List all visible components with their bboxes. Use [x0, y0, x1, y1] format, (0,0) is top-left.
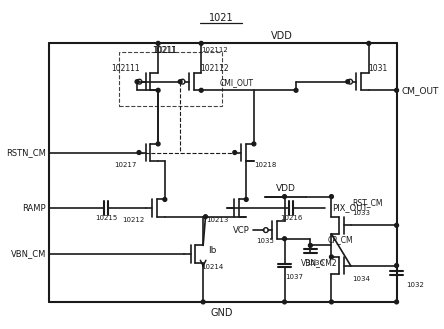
Text: 1035: 1035	[257, 238, 274, 244]
Text: 10215: 10215	[95, 215, 118, 221]
Text: PIX_OUT: PIX_OUT	[333, 204, 368, 213]
Text: 1034: 1034	[353, 276, 370, 282]
Text: 10212: 10212	[122, 216, 144, 222]
Text: VDD: VDD	[271, 31, 293, 41]
Circle shape	[178, 80, 182, 84]
Circle shape	[233, 151, 237, 154]
Text: GND: GND	[210, 308, 233, 318]
Circle shape	[395, 223, 398, 227]
Text: CMI_OUT: CMI_OUT	[220, 78, 254, 87]
Circle shape	[283, 195, 286, 198]
Circle shape	[244, 197, 248, 201]
Circle shape	[204, 215, 207, 218]
Text: 1036: 1036	[306, 260, 324, 266]
Circle shape	[156, 41, 160, 45]
Text: 10218: 10218	[254, 162, 277, 168]
Circle shape	[201, 300, 205, 304]
Text: 1021: 1021	[209, 13, 234, 23]
Circle shape	[329, 300, 333, 304]
Text: 10216: 10216	[280, 215, 302, 221]
Text: CP_CM: CP_CM	[328, 235, 353, 244]
Circle shape	[395, 300, 398, 304]
Text: 10217: 10217	[115, 162, 137, 168]
Text: RAMP: RAMP	[23, 204, 46, 213]
Circle shape	[329, 255, 333, 259]
Text: 1037: 1037	[285, 274, 303, 280]
Text: 1031: 1031	[368, 64, 387, 73]
Text: VBN_CM2: VBN_CM2	[301, 258, 337, 267]
Circle shape	[367, 41, 371, 45]
Circle shape	[395, 89, 398, 92]
Circle shape	[137, 151, 141, 154]
Circle shape	[346, 80, 349, 84]
Text: 102112: 102112	[200, 64, 229, 73]
Circle shape	[156, 89, 160, 92]
Circle shape	[309, 243, 312, 247]
Circle shape	[156, 142, 160, 146]
Text: VDD: VDD	[276, 185, 295, 193]
Text: 1032: 1032	[406, 282, 424, 288]
Text: Ib: Ib	[209, 246, 217, 255]
Text: VBN_CM: VBN_CM	[11, 249, 46, 259]
Circle shape	[252, 142, 256, 146]
Bar	[119, 52, 222, 106]
Circle shape	[283, 237, 286, 240]
Text: 102112: 102112	[201, 47, 228, 53]
Text: RSTN_CM: RSTN_CM	[6, 148, 46, 157]
Circle shape	[395, 264, 398, 267]
Text: 10213: 10213	[206, 216, 229, 222]
Text: 10211: 10211	[153, 45, 177, 55]
Text: 1033: 1033	[353, 210, 370, 216]
Text: 102111: 102111	[111, 64, 140, 73]
Circle shape	[135, 80, 139, 84]
Text: VCP: VCP	[233, 226, 250, 235]
Text: 10214: 10214	[202, 265, 224, 270]
Circle shape	[199, 41, 203, 45]
Circle shape	[329, 195, 333, 198]
Text: 10211: 10211	[152, 45, 176, 55]
Circle shape	[163, 197, 167, 201]
Text: CM_OUT: CM_OUT	[401, 86, 439, 95]
Circle shape	[294, 89, 298, 92]
Circle shape	[199, 89, 203, 92]
Circle shape	[283, 300, 286, 304]
Text: RST_CM: RST_CM	[353, 198, 383, 207]
